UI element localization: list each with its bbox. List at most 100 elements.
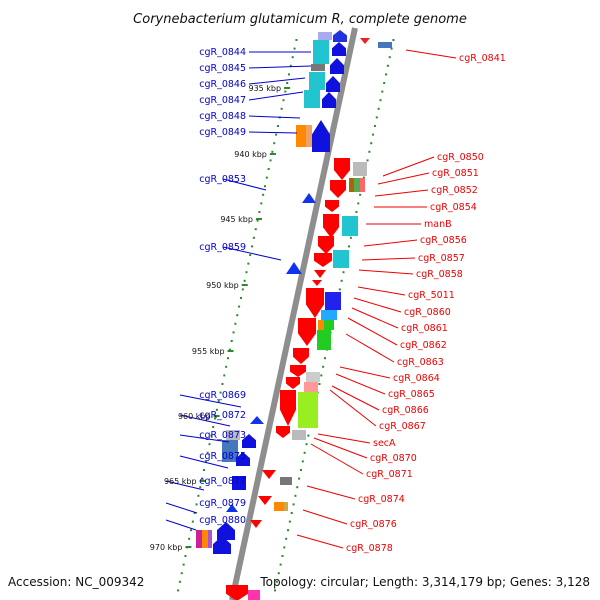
gene-label-cgr_0863: cgR_0863 [397, 357, 444, 368]
ruler-dot [284, 90, 287, 93]
ruler-dot [262, 193, 265, 196]
gene-arrow-reverse [276, 426, 290, 438]
ruler-dot [252, 236, 255, 239]
gene-marker [302, 193, 316, 203]
gene-label-cgr_0878: cgR_0878 [346, 543, 393, 554]
gene-marker [286, 262, 302, 274]
ruler-dot [303, 451, 306, 454]
ruler-dot [342, 271, 345, 274]
gene-marker [262, 470, 276, 479]
left-gene-labels: cgR_0844 cgR_0845 cgR_0846 cgR_0847 cgR_0848… [199, 47, 246, 526]
ruler-dot [234, 322, 237, 325]
ruler-dot [340, 279, 343, 282]
ruler-dot [232, 331, 235, 334]
gene-box [226, 430, 240, 440]
gene-box [232, 476, 246, 490]
scale-group: 935 kbp 940 kbp 945 kbp 950 kbp 955 kbp 960 k… [150, 84, 291, 552]
gene-box [306, 372, 320, 382]
ruler-dot [197, 494, 200, 497]
leader-line [374, 189, 429, 197]
gene-label-cgr_0853: cgR_0853 [199, 174, 246, 185]
gene-box [208, 530, 212, 548]
leader-line [377, 172, 430, 185]
scale-tick [227, 350, 234, 352]
leader-line [405, 49, 457, 59]
ruler-dot [212, 426, 215, 428]
scale-tick [199, 480, 206, 482]
ruler-dot [379, 99, 382, 102]
ruler-dot [274, 589, 277, 592]
gene-arrow-reverse [330, 180, 346, 198]
ruler-dot [381, 90, 384, 93]
ruler-dot [214, 417, 217, 420]
gene-box [353, 162, 367, 176]
ruler-dot [368, 150, 371, 153]
gene-label-manb: manB [424, 219, 452, 230]
gene-label-cgr_0858: cgR_0858 [416, 269, 463, 280]
scale-label: 950 kbp [206, 281, 239, 290]
ruler-dot [260, 202, 263, 205]
gene-label-cgr_0861: cgR_0861 [401, 323, 448, 334]
leader-line [317, 433, 371, 444]
ruler-dot [373, 125, 376, 127]
leader-line [179, 394, 242, 408]
gene-arrow-reverse [298, 318, 316, 346]
gene-arrow-forward [242, 434, 256, 448]
ruler-dot [280, 107, 283, 110]
leader-line [347, 317, 398, 346]
leader-line [248, 115, 301, 119]
gene-label-cgr_0857: cgR_0857 [418, 253, 465, 264]
ruler-dot [299, 469, 302, 471]
ruler-dot [290, 512, 293, 514]
gene-label-cgr_0871: cgR_0871 [366, 469, 413, 480]
leader-line [353, 297, 402, 313]
ruler-dot [301, 460, 304, 463]
gene-box [354, 178, 360, 192]
gene-box [306, 125, 312, 147]
ruler-dot [225, 365, 228, 368]
gene-label-cgr_0844: cgR_0844 [199, 47, 246, 58]
ruler-dot [289, 64, 292, 67]
gene-label-cgr_0848: cgR_0848 [199, 111, 246, 122]
gene-arrow-forward [326, 76, 340, 92]
ruler-dot [359, 193, 362, 196]
gene-box [318, 320, 324, 330]
ruler-dot [392, 39, 395, 41]
gene-label-cgr_0866: cgR_0866 [382, 405, 429, 416]
ruler-dot [204, 460, 207, 463]
ruler-dot [286, 82, 289, 84]
ruler-dot [288, 73, 291, 76]
accession-text: Accession: NC_009342 [8, 575, 144, 589]
gene-arrow-reverse [293, 348, 309, 364]
gene-label-cgr_0876: cgR_0876 [350, 519, 397, 530]
leader-line [302, 509, 348, 525]
gene-arrow-reverse [318, 236, 334, 254]
ruler-dot [277, 572, 280, 575]
ruler-dot [223, 374, 226, 377]
gene-box [317, 330, 331, 350]
gene-label-cgr_0847: cgR_0847 [199, 95, 246, 106]
leader-line [351, 307, 399, 329]
ruler-dot [275, 580, 278, 583]
ruler-dot [288, 520, 291, 523]
gene-arrow-forward [322, 92, 336, 108]
scale-label: 935 kbp [248, 84, 281, 93]
gene-label-cgr_0867: cgR_0867 [379, 421, 426, 432]
ruler-dot [366, 159, 369, 162]
gene-features [196, 30, 392, 600]
ruler-dot [385, 73, 388, 76]
leader-line [165, 502, 198, 514]
gene-arrow-reverse [280, 390, 296, 426]
gene-box [196, 530, 202, 548]
right-gene-labels: cgR_0841 cgR_0850 cgR_0851 cgR_0852 cgR_0854… [346, 53, 506, 554]
ruler-dot [265, 176, 268, 179]
gene-label-cgr_0865: cgR_0865 [388, 389, 435, 400]
ruler-dot [388, 56, 391, 59]
gene-box [321, 310, 337, 320]
gene-label-cgr_0874: cgR_0874 [358, 494, 405, 505]
gene-box [309, 72, 325, 90]
gene-arrow-reverse [323, 214, 339, 238]
leader-line [248, 77, 306, 85]
ruler-dot [226, 357, 229, 360]
